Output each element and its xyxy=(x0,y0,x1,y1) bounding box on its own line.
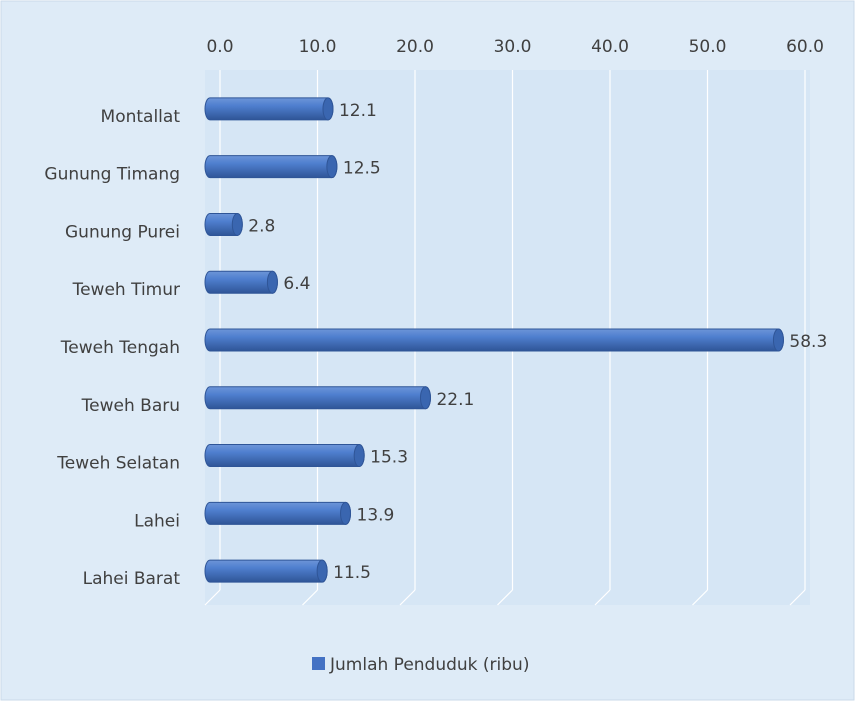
data-label: 11.5 xyxy=(333,563,371,583)
y-tick-label: Teweh Baru xyxy=(81,396,180,416)
x-tick-label: 10.0 xyxy=(299,37,337,57)
bar-cap xyxy=(266,270,278,294)
grid-line xyxy=(204,589,221,606)
y-tick-label: Teweh Tengah xyxy=(60,338,180,358)
bar xyxy=(204,328,784,352)
x-tick-label: 40.0 xyxy=(591,37,629,57)
grid-line xyxy=(497,589,513,606)
data-label: 15.3 xyxy=(370,448,408,468)
bar xyxy=(204,155,338,179)
x-tick-label: 50.0 xyxy=(689,37,727,57)
bar-cap xyxy=(316,559,328,583)
grid-line xyxy=(789,589,806,606)
x-tick-label: 30.0 xyxy=(494,37,532,57)
bar-cap xyxy=(326,155,338,179)
data-label: 58.3 xyxy=(789,332,827,352)
x-tick-label: 20.0 xyxy=(396,37,434,57)
x-tick-label: 60.0 xyxy=(786,37,824,57)
grid-line xyxy=(692,589,708,606)
y-tick-label: Teweh Selatan xyxy=(56,454,180,474)
data-label: 6.4 xyxy=(283,274,310,294)
bar xyxy=(204,97,334,121)
legend-swatch xyxy=(312,657,325,670)
bar-cap xyxy=(322,97,334,121)
data-label: 12.5 xyxy=(343,159,381,179)
y-tick-label: Montallat xyxy=(101,107,181,127)
bar-cap xyxy=(231,212,243,236)
data-label: 13.9 xyxy=(357,505,395,525)
bar xyxy=(204,444,365,468)
grid-line xyxy=(594,589,611,606)
bar xyxy=(204,386,431,410)
grid-line xyxy=(399,589,416,606)
data-label: 22.1 xyxy=(436,390,474,410)
legend-label: Jumlah Penduduk (ribu) xyxy=(329,655,529,675)
y-tick-label: Gunung Purei xyxy=(65,222,180,242)
bar xyxy=(204,559,328,583)
bar-cap xyxy=(340,501,352,525)
y-tick-label: Lahei xyxy=(134,511,180,531)
y-tick-label: Gunung Timang xyxy=(44,165,180,185)
bar-cap xyxy=(772,328,784,352)
grid-line xyxy=(302,589,318,606)
bar xyxy=(204,270,278,294)
bar-cap xyxy=(353,444,365,468)
data-label: 2.8 xyxy=(248,216,275,236)
y-tick-label: Lahei Barat xyxy=(83,569,181,589)
bar-cap xyxy=(419,386,431,410)
y-tick-label: Teweh Timur xyxy=(72,280,180,300)
x-tick-label: 0.0 xyxy=(206,37,233,57)
data-label: 12.1 xyxy=(339,101,377,121)
bar xyxy=(204,501,351,525)
